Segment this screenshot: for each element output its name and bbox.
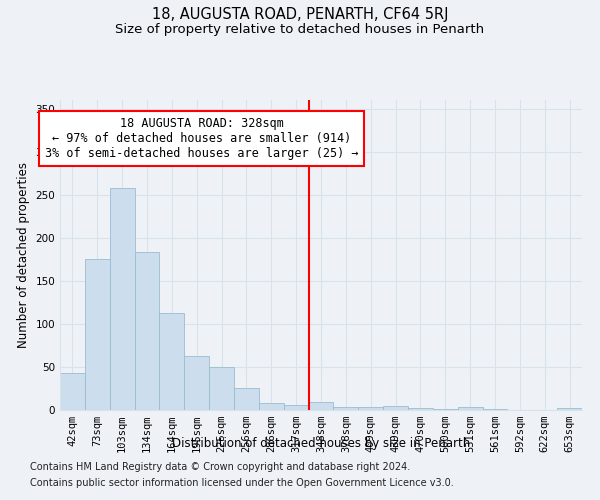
Bar bbox=[184, 356, 209, 410]
Text: Distribution of detached houses by size in Penarth: Distribution of detached houses by size … bbox=[172, 438, 470, 450]
Bar bbox=[308, 402, 334, 410]
Bar bbox=[209, 367, 234, 410]
Bar bbox=[85, 260, 110, 410]
Bar bbox=[284, 405, 308, 410]
Bar bbox=[334, 406, 358, 410]
Text: Contains HM Land Registry data © Crown copyright and database right 2024.: Contains HM Land Registry data © Crown c… bbox=[30, 462, 410, 472]
Bar bbox=[408, 408, 433, 410]
Y-axis label: Number of detached properties: Number of detached properties bbox=[17, 162, 30, 348]
Bar bbox=[557, 408, 582, 410]
Bar bbox=[110, 188, 134, 410]
Bar bbox=[383, 406, 408, 410]
Bar bbox=[482, 409, 508, 410]
Bar bbox=[358, 408, 383, 410]
Bar bbox=[160, 312, 184, 410]
Bar bbox=[259, 403, 284, 410]
Text: 18, AUGUSTA ROAD, PENARTH, CF64 5RJ: 18, AUGUSTA ROAD, PENARTH, CF64 5RJ bbox=[152, 8, 448, 22]
Bar bbox=[458, 406, 482, 410]
Bar bbox=[134, 252, 160, 410]
Text: Contains public sector information licensed under the Open Government Licence v3: Contains public sector information licen… bbox=[30, 478, 454, 488]
Text: Size of property relative to detached houses in Penarth: Size of property relative to detached ho… bbox=[115, 22, 485, 36]
Bar bbox=[433, 409, 458, 410]
Text: 18 AUGUSTA ROAD: 328sqm
← 97% of detached houses are smaller (914)
3% of semi-de: 18 AUGUSTA ROAD: 328sqm ← 97% of detache… bbox=[45, 117, 358, 160]
Bar bbox=[234, 388, 259, 410]
Bar bbox=[60, 373, 85, 410]
